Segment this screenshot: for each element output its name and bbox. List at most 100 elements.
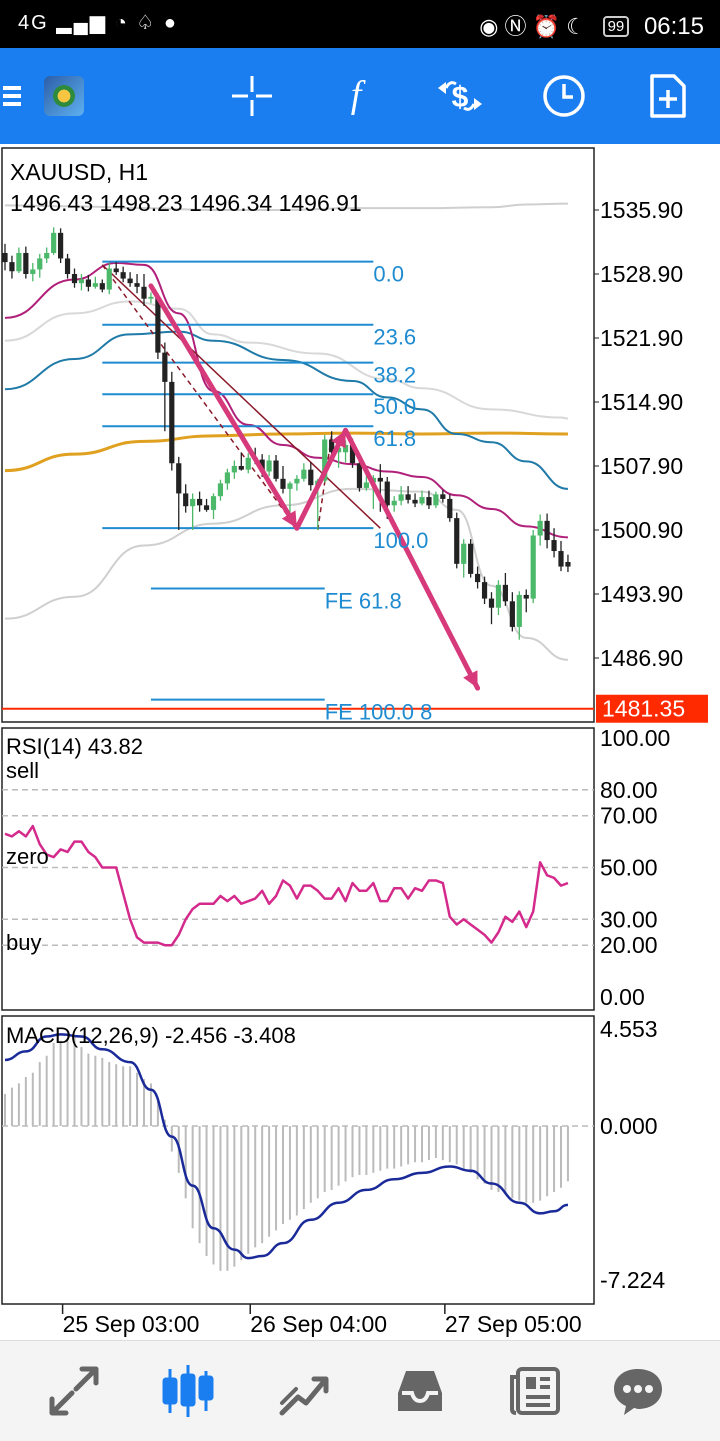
candle xyxy=(412,499,418,504)
candle xyxy=(78,279,85,284)
clock-time: 06:15 xyxy=(643,13,704,40)
candle xyxy=(106,268,112,290)
macd-axis-label: 4.553 xyxy=(600,1016,658,1042)
chart-area[interactable]: 25 Sep 03:00 26 Sep 04:00 27 Sep 05:00 1535… xyxy=(0,144,720,1340)
rsi-axis-label: 80.00 xyxy=(600,777,658,803)
svg-text:f: f xyxy=(351,74,366,116)
candle xyxy=(64,258,71,274)
macd-panel xyxy=(1,1015,595,1305)
status-icons: ◉ Ⓝ ⏰ ☾ xyxy=(479,14,586,39)
candle xyxy=(454,518,460,564)
candle xyxy=(203,505,210,510)
candle xyxy=(516,594,522,627)
rsi-axis-label: 0.00 xyxy=(600,984,645,1010)
candle xyxy=(433,494,439,506)
status-right: ◉ Ⓝ ⏰ ☾ 99 06:15 xyxy=(479,9,704,41)
bollinger-upper-line xyxy=(4,202,568,211)
rsi-label-sell: sell xyxy=(6,758,39,783)
candle xyxy=(134,283,140,287)
candle xyxy=(245,457,251,470)
x-axis-label: 27 Sep 05:00 xyxy=(445,1311,582,1337)
trend-arrow xyxy=(148,283,300,531)
candle xyxy=(509,601,515,627)
ma-magenta-line xyxy=(4,262,568,539)
fib-level-label: 38.2 xyxy=(373,363,416,388)
candle xyxy=(183,493,189,507)
history-icon[interactable] xyxy=(388,1359,452,1423)
ohlc-values: 1496.43 1498.23 1496.34 1496.91 xyxy=(10,190,362,216)
candle xyxy=(537,520,543,536)
rsi-axis-label: 20.00 xyxy=(600,932,658,958)
new-document-icon[interactable] xyxy=(646,48,690,144)
candle xyxy=(127,278,133,284)
macd-signal-line xyxy=(4,1033,569,1260)
ma-blue-line xyxy=(4,330,569,490)
candle xyxy=(308,469,314,486)
candle xyxy=(377,477,383,482)
ma-orange-line xyxy=(4,431,568,473)
messages-icon[interactable] xyxy=(606,1359,670,1423)
rsi-title: RSI(14) 43.82 xyxy=(6,734,143,759)
candle xyxy=(9,262,15,272)
candle xyxy=(58,232,64,259)
function-icon[interactable]: f xyxy=(332,48,380,144)
candle xyxy=(336,447,342,453)
rsi-panel xyxy=(1,727,595,1011)
candle xyxy=(565,562,571,567)
candle xyxy=(481,582,488,599)
candle xyxy=(544,520,550,541)
candle xyxy=(113,268,119,273)
candle xyxy=(356,463,363,488)
candle xyxy=(405,494,411,500)
fib-level-label: 0.0 xyxy=(373,262,404,287)
top-toolbar: f $ xyxy=(0,48,720,144)
app-logo[interactable] xyxy=(42,48,86,144)
fib-level-label: 50.0 xyxy=(373,394,416,419)
rsi-line xyxy=(4,824,569,947)
trend-arrow xyxy=(343,427,481,691)
y-axis-label: 1507.90 xyxy=(600,453,683,479)
news-icon[interactable] xyxy=(502,1359,566,1423)
chart-icon[interactable] xyxy=(156,1359,220,1423)
rsi-axis-label: 30.00 xyxy=(600,906,658,932)
candle xyxy=(71,274,78,284)
y-axis-label: 1528.90 xyxy=(600,261,683,287)
chart-canvas[interactable]: 25 Sep 03:00 26 Sep 04:00 27 Sep 05:00 1535… xyxy=(0,144,720,1340)
trade-icon[interactable]: $ xyxy=(432,48,488,144)
candle xyxy=(197,498,203,506)
y-axis-label: 1535.90 xyxy=(600,197,683,223)
signal-text: 4G xyxy=(18,12,49,34)
quotes-icon[interactable] xyxy=(42,1359,106,1423)
bottom-nav xyxy=(0,1340,720,1441)
candle xyxy=(551,540,557,552)
clock-icon[interactable] xyxy=(540,48,588,144)
candle xyxy=(301,469,307,479)
candle xyxy=(461,543,467,564)
menu-icon[interactable] xyxy=(0,48,24,144)
candle xyxy=(287,483,293,489)
candle xyxy=(447,498,453,519)
candle xyxy=(44,252,50,259)
candle xyxy=(530,535,536,599)
candle xyxy=(259,459,265,472)
candle xyxy=(99,283,105,290)
candle xyxy=(488,598,495,608)
candle xyxy=(384,481,390,506)
x-axis-label: 25 Sep 03:00 xyxy=(63,1311,200,1337)
candle xyxy=(495,584,502,608)
y-axis-label: 1521.90 xyxy=(600,325,683,351)
svg-text:$: $ xyxy=(452,81,469,114)
crosshair-icon[interactable] xyxy=(228,48,276,144)
candle xyxy=(426,497,432,506)
candle xyxy=(37,258,43,270)
candle xyxy=(468,543,474,574)
current-price-label: 1481.35 xyxy=(602,696,685,722)
candle xyxy=(342,444,349,453)
candle xyxy=(51,232,57,253)
y-axis-label: 1493.90 xyxy=(600,581,683,607)
candle xyxy=(238,466,244,470)
candle xyxy=(266,460,272,472)
trade-nav-icon[interactable] xyxy=(272,1359,336,1423)
trendline xyxy=(101,264,381,529)
battery-icon: 99 xyxy=(602,16,630,37)
